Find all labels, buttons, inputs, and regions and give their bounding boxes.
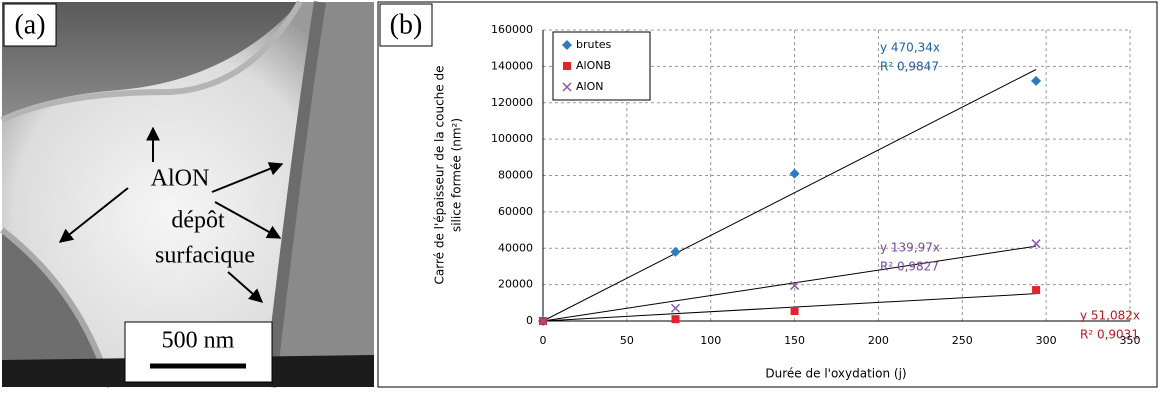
- panel-a: (a) AlON dépôt surfacique 500 nm: [0, 0, 374, 388]
- panel-label: (b): [390, 9, 423, 40]
- arrows: [58, 126, 284, 303]
- scale-bar-label: 500 nm: [162, 328, 235, 354]
- panel-label: (a): [14, 9, 45, 40]
- y-tick-label: 80000: [498, 169, 533, 182]
- y-tick-label: 60000: [498, 205, 533, 218]
- trend-equation: y 470,34x: [880, 41, 940, 55]
- y-tick-label: 120000: [491, 96, 533, 109]
- annotation: AlON: [151, 166, 210, 192]
- point: [670, 303, 681, 313]
- point: [790, 281, 800, 291]
- point: [670, 246, 681, 257]
- scale-bar-box: [124, 321, 273, 383]
- trend-equation: y 51,082x: [1080, 309, 1140, 323]
- y-tick-label: 140000: [491, 59, 533, 72]
- legend-label: AlONB: [576, 59, 611, 72]
- x-axis-label: Durée de l'oxydation (j): [765, 367, 906, 381]
- x-tick-label: 150: [784, 334, 805, 347]
- point: [789, 168, 800, 179]
- trend-equation: y 139,97x: [880, 241, 940, 255]
- point: [1032, 286, 1041, 295]
- y-axis-label: Carré de l'épaisseur de la couche de: [433, 66, 447, 285]
- grain-right: [270, 2, 374, 387]
- x-tick-label: 300: [1036, 334, 1057, 347]
- point: [671, 315, 680, 324]
- legend-label: brutes: [576, 38, 612, 51]
- point: [562, 82, 572, 92]
- annotation: surfacique: [155, 243, 255, 269]
- trend-r2: R² 0,9827: [880, 260, 939, 274]
- grain-top: [2, 2, 300, 120]
- point: [562, 40, 572, 50]
- y-tick-label: 160000: [491, 23, 533, 36]
- trend-r2: R² 0,9847: [880, 60, 939, 74]
- trendline: [542, 293, 1037, 322]
- x-tick-label: 200: [868, 334, 889, 347]
- annotation: dépôt: [171, 208, 225, 234]
- alon-layer: [0, 0, 303, 123]
- x-tick-label: 350: [1120, 334, 1141, 347]
- panel-label-box: [379, 3, 433, 47]
- y-tick-label: 20000: [498, 278, 533, 291]
- point: [538, 316, 548, 326]
- panel-label-box: [3, 3, 57, 47]
- y-tick-label: 0: [526, 314, 533, 327]
- x-tick-label: 100: [700, 334, 721, 347]
- y-tick-label: 100000: [491, 132, 533, 145]
- y-tick-label: 40000: [498, 241, 533, 254]
- point: [790, 306, 799, 315]
- point: [1031, 75, 1042, 86]
- trendline: [542, 245, 1037, 322]
- trendline: [542, 69, 1037, 322]
- legend-label: AlON: [576, 80, 603, 93]
- x-tick-label: 250: [952, 334, 973, 347]
- point: [1031, 239, 1041, 249]
- grain-left: [2, 230, 110, 387]
- point: [563, 62, 571, 70]
- surface-deposit: [264, 1, 326, 388]
- x-tick-label: 0: [540, 334, 547, 347]
- trend-r2: R² 0,9031: [1080, 328, 1139, 342]
- x-tick-label: 50: [620, 334, 634, 347]
- y-axis-label: silice formée (nm²): [450, 118, 464, 232]
